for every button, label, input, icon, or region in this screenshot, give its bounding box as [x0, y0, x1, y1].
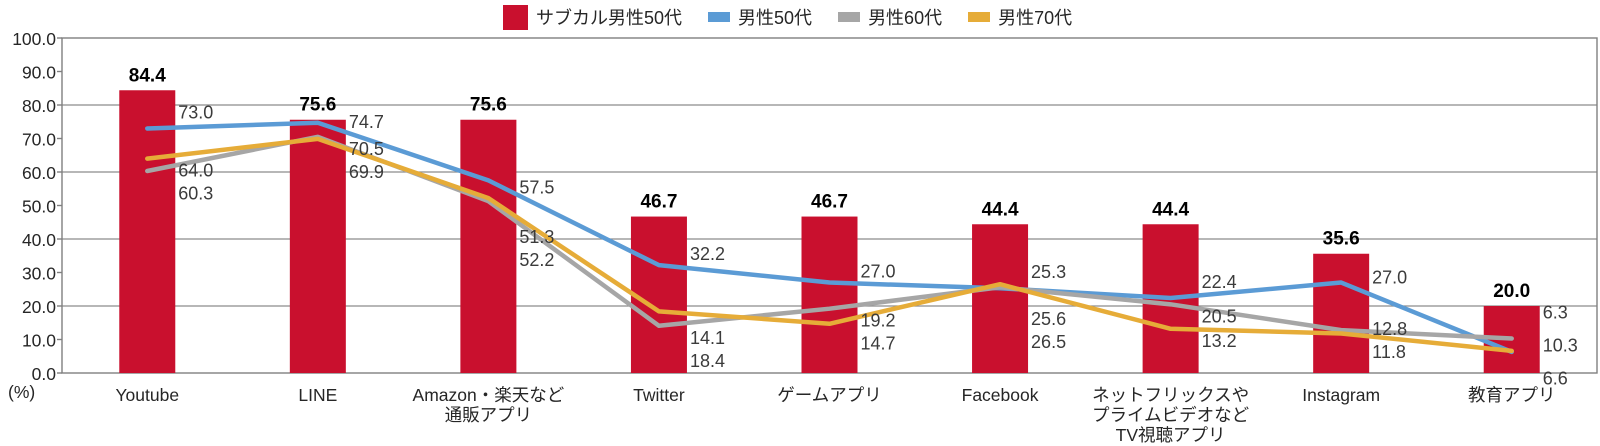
y-tick-label: 60.0 — [22, 163, 56, 183]
line-point-label: 51.3 — [519, 227, 554, 247]
line-point-label-male-50s: 32.2 — [690, 244, 725, 264]
bar-value-label: 20.0 — [1493, 281, 1530, 302]
legend-swatch-male-70s — [968, 12, 991, 22]
line-point-label-male-50s: 57.5 — [519, 177, 554, 197]
line-point-label: 18.4 — [690, 351, 725, 371]
y-tick-label: 90.0 — [22, 63, 56, 83]
line-point-label-male-50s: 73.0 — [178, 102, 213, 122]
line-point-label: 10.3 — [1543, 335, 1578, 355]
x-category-label-game-apps: ゲームアプリ — [777, 385, 881, 405]
line-male-50s — [145, 120, 1514, 355]
bar-value-label: 75.6 — [470, 95, 507, 116]
y-tick-label: 0.0 — [32, 364, 57, 384]
x-category-label-netflix-prime-video-tv-apps: TV視聴アプリ — [1116, 425, 1226, 445]
x-category-label-amazon-rakuten-shopping-apps: 通販アプリ — [445, 405, 533, 425]
bar-amazon-rakuten-shopping-apps — [460, 119, 517, 374]
x-category-label-netflix-prime-video-tv-apps: ネットフリックスや — [1092, 385, 1249, 405]
y-tick-label: 50.0 — [22, 197, 56, 217]
line-point-label: 25.6 — [1031, 309, 1066, 329]
legend-label-male-70s: 男性70代 — [998, 8, 1073, 28]
line-point-label: 6.6 — [1543, 368, 1568, 388]
line-point-label: 60.3 — [178, 184, 213, 204]
x-category-label-twitter: Twitter — [633, 385, 685, 405]
bar-facebook — [972, 224, 1029, 373]
line-male-70s — [145, 136, 1514, 354]
legend-item-male-60s: 男性60代 — [838, 4, 942, 30]
line-point-label: 19.2 — [861, 311, 896, 331]
bar-line-app — [289, 119, 346, 374]
y-tick-label: 30.0 — [22, 264, 56, 284]
x-category-label-instagram: Instagram — [1302, 385, 1380, 405]
line-point-label-male-50s: 74.7 — [349, 112, 384, 132]
bar-youtube — [119, 90, 176, 373]
x-category-label-education-apps: 教育アプリ — [1468, 385, 1556, 405]
y-tick-label: 70.0 — [22, 130, 56, 150]
legend-item-subculture-male-50s: サブカル男性50代 — [503, 4, 682, 30]
y-tick-label: 100.0 — [12, 29, 56, 49]
bar-game-apps — [801, 216, 858, 373]
chart-legend: サブカル男性50代 男性50代 男性60代 男性70代 — [503, 2, 1072, 32]
legend-label-male-60s: 男性60代 — [868, 8, 943, 28]
bar-value-label: 44.4 — [1152, 199, 1189, 220]
legend-label-subculture-male-50s: サブカル男性50代 — [536, 8, 683, 28]
line-point-label: 69.9 — [349, 162, 384, 182]
x-category-label-youtube: Youtube — [115, 385, 179, 405]
legend-item-male-50s: 男性50代 — [708, 4, 812, 30]
legend-label-male-50s: 男性50代 — [738, 8, 813, 28]
y-tick-label: 20.0 — [22, 297, 56, 317]
line-point-label: 13.2 — [1202, 331, 1237, 351]
x-category-label-netflix-prime-video-tv-apps: プライムビデオなど — [1092, 405, 1249, 425]
y-tick-label: 40.0 — [22, 230, 56, 250]
x-category-label-amazon-rakuten-shopping-apps: Amazon・楽天など — [413, 385, 565, 405]
line-point-label: 52.2 — [519, 250, 554, 270]
x-category-label-facebook: Facebook — [962, 385, 1039, 405]
y-axis-unit-label: (%) — [8, 382, 35, 402]
legend-swatch-male-50s — [708, 12, 731, 22]
bar-value-label: 84.4 — [129, 65, 166, 86]
x-category-label-line-app: LINE — [298, 385, 337, 405]
line-point-label: 14.7 — [861, 334, 896, 354]
bar-twitter — [630, 216, 687, 373]
line-point-label: 6.3 — [1543, 302, 1568, 322]
line-point-label: 20.5 — [1202, 306, 1237, 326]
line-point-label-male-50s: 27.0 — [861, 262, 896, 282]
bar-value-label: 44.4 — [982, 199, 1019, 220]
bar-value-label: 75.6 — [299, 95, 336, 116]
line-point-label: 14.1 — [690, 328, 725, 348]
line-point-label-male-50s: 25.3 — [1031, 262, 1066, 282]
line-point-label: 12.8 — [1372, 319, 1407, 339]
line-point-label: 26.5 — [1031, 332, 1066, 352]
legend-swatch-male-60s — [838, 12, 861, 22]
bar-value-label: 46.7 — [640, 192, 677, 213]
y-tick-label: 10.0 — [22, 331, 56, 351]
line-point-label-male-50s: 22.4 — [1202, 272, 1237, 292]
y-tick-label: 80.0 — [22, 96, 56, 116]
legend-swatch-subculture-male-50s — [503, 4, 528, 30]
legend-item-male-70s: 男性70代 — [968, 4, 1072, 30]
bar-instagram — [1313, 253, 1370, 373]
bar-value-label: 35.6 — [1323, 229, 1360, 250]
line-point-label: 70.5 — [349, 139, 384, 159]
bar-value-label: 46.7 — [811, 192, 848, 213]
line-point-label: 11.8 — [1372, 342, 1406, 362]
line-point-label: 64.0 — [178, 161, 213, 181]
line-point-label-male-50s: 27.0 — [1372, 268, 1407, 288]
